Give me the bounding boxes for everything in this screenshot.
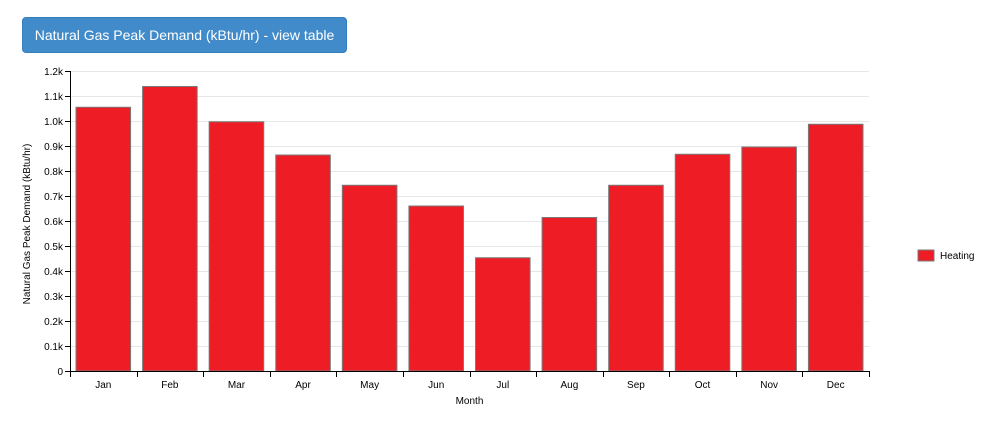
y-tick-label: 0.3k xyxy=(44,292,64,303)
x-tick-label: Jun xyxy=(428,380,444,391)
y-axis-title: Natural Gas Peak Demand (kBtu/hr) xyxy=(22,144,33,305)
y-tick-label: 1.2k xyxy=(44,67,64,78)
bar-jun xyxy=(408,205,464,372)
x-tick-label: Mar xyxy=(228,380,246,391)
y-tick-label: 0.4k xyxy=(44,267,64,278)
x-tick-label: Feb xyxy=(161,380,179,391)
y-tick-label: 0.7k xyxy=(44,192,64,203)
y-tick-label: 0.8k xyxy=(44,167,64,178)
bar-jan xyxy=(75,106,132,372)
x-tick-label: Nov xyxy=(760,380,778,391)
y-tick-label: 0.1k xyxy=(44,342,64,353)
grid-lines xyxy=(70,71,869,347)
legend: Heating xyxy=(917,249,974,262)
view-table-button[interactable]: Natural Gas Peak Demand (kBtu/hr) - view… xyxy=(22,17,347,53)
x-tick-label: Apr xyxy=(295,380,311,391)
x-tick-label: Jan xyxy=(95,380,111,391)
legend-label-heating: Heating xyxy=(940,251,974,262)
bar-oct xyxy=(674,153,731,372)
x-tick-label: Jul xyxy=(496,380,509,391)
x-tick-label: Aug xyxy=(560,380,578,391)
y-axis-ticks: 0 0.1k 0.2k 0.3k 0.4k 0.5k 0.6k 0.7k 0.8k 0.9k 1.0… xyxy=(44,67,70,378)
y-tick-label: 0.6k xyxy=(44,217,64,228)
y-tick-label: 1.0k xyxy=(44,117,64,128)
y-tick-label: 0.2k xyxy=(44,317,64,328)
y-tick-label: 0 xyxy=(57,367,63,378)
y-tick-label: 0.9k xyxy=(44,142,64,153)
bar-feb xyxy=(142,86,198,372)
x-tick-label: Dec xyxy=(827,380,845,391)
x-tick-label: May xyxy=(360,380,379,391)
bar-dec xyxy=(807,123,864,372)
y-tick-label: 0.5k xyxy=(44,242,64,253)
bars xyxy=(75,86,864,372)
y-tick-label: 1.1k xyxy=(44,92,64,103)
x-axis-title: Month xyxy=(456,396,484,407)
bar-aug xyxy=(541,217,598,372)
bar-sep xyxy=(608,184,664,372)
bar-nov xyxy=(741,146,797,372)
legend-swatch-heating xyxy=(917,249,935,262)
x-axis-ticks: Jan Feb Mar Apr May Jun Jul Aug Sep Oct Nov Dec xyxy=(70,371,870,391)
x-tick-label: Sep xyxy=(627,380,645,391)
bar-may xyxy=(341,184,398,372)
bar-mar xyxy=(208,121,265,372)
bar-apr xyxy=(275,154,331,372)
bar-jul xyxy=(475,257,531,372)
x-tick-label: Oct xyxy=(695,380,711,391)
